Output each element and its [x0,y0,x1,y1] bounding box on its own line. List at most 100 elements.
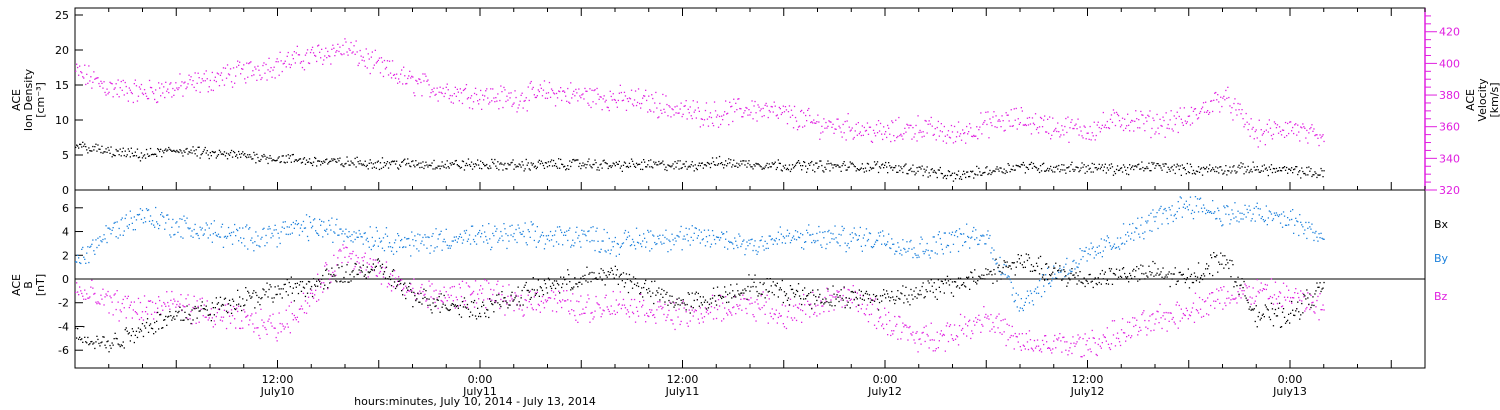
bz-point [1176,301,1178,303]
velocity-point [1002,120,1004,122]
bz-point [972,332,974,335]
density-point [763,168,765,170]
velocity-point [1319,134,1321,136]
density-point [168,146,170,149]
velocity-point [281,70,283,73]
velocity-point [1303,126,1305,128]
by-point [810,234,812,236]
bz-point [425,300,427,302]
by-point [1186,206,1188,208]
density-point [778,162,780,164]
by-point [361,236,363,238]
bz-point [987,315,989,317]
density-point [1201,174,1204,176]
velocity-point [1288,132,1290,135]
by-point [841,225,843,228]
bz-point [619,291,621,293]
bz-point [380,283,383,285]
by-point [431,235,433,237]
velocity-point [676,105,678,107]
bz-point [910,333,912,335]
velocity-point [272,69,274,71]
velocity-point [200,82,202,84]
velocity-point [696,101,698,103]
bz-point [269,315,271,317]
velocity-point [104,91,106,94]
by-point [1127,231,1129,233]
velocity-point [1321,135,1323,137]
density-point [1232,166,1234,168]
density-point [447,166,449,168]
velocity-point [215,80,217,83]
velocity-point [264,72,266,74]
bz-point [926,333,928,336]
by-point [779,226,781,228]
velocity-point [360,55,362,57]
bz-point [184,306,186,308]
velocity-point [1212,110,1214,113]
bz-point [367,276,369,278]
density-point [249,154,251,156]
velocity-point [821,125,823,127]
bz-point [904,324,906,326]
by-point [1150,212,1152,214]
velocity-point [97,77,99,79]
bz-point [547,297,550,299]
by-point [285,233,287,235]
by-point [369,226,371,228]
velocity-point [206,78,208,80]
by-point [191,230,193,232]
velocity-point [1100,127,1102,130]
velocity-point [717,126,720,128]
by-point [872,245,875,248]
bz-point [928,347,930,349]
by-point [640,243,642,245]
bz-point [670,319,672,321]
by-point [780,233,782,235]
by-point [616,242,618,245]
velocity-point [708,116,711,118]
velocity-point [987,111,989,113]
bz-point [1076,341,1078,343]
bz-point [551,310,554,312]
by-point [306,235,309,238]
by-point [1142,232,1144,234]
density-point [296,160,298,162]
by-point [507,234,509,237]
velocity-point [153,92,155,95]
by-point [842,229,844,232]
by-point [325,230,327,232]
velocity-point [1175,117,1177,120]
bz-point [824,296,826,299]
by-point [908,247,910,250]
velocity-point [167,88,169,90]
velocity-point [307,62,310,64]
velocity-point [1172,130,1174,132]
density-point [342,165,344,167]
velocity-point [633,99,636,101]
bz-point [1069,347,1071,349]
velocity-point [957,121,960,123]
density-point [370,162,372,164]
velocity-point [290,64,292,66]
velocity-point [584,87,586,90]
density-point [423,167,425,170]
by-point [1041,274,1044,276]
by-point [1255,206,1257,208]
velocity-point [1097,121,1099,123]
by-point [192,236,194,238]
by-point [545,235,548,237]
by-point [1073,259,1075,262]
by-point [187,227,189,229]
velocity-point [201,78,203,80]
density-point [206,150,208,152]
density-point [966,171,968,173]
velocity-point [331,48,333,50]
density-point [343,165,345,168]
density-point [795,162,798,164]
by-point [109,228,111,230]
velocity-point [997,120,999,122]
velocity-point [517,107,519,109]
by-point [948,232,951,234]
bz-point [514,292,516,294]
